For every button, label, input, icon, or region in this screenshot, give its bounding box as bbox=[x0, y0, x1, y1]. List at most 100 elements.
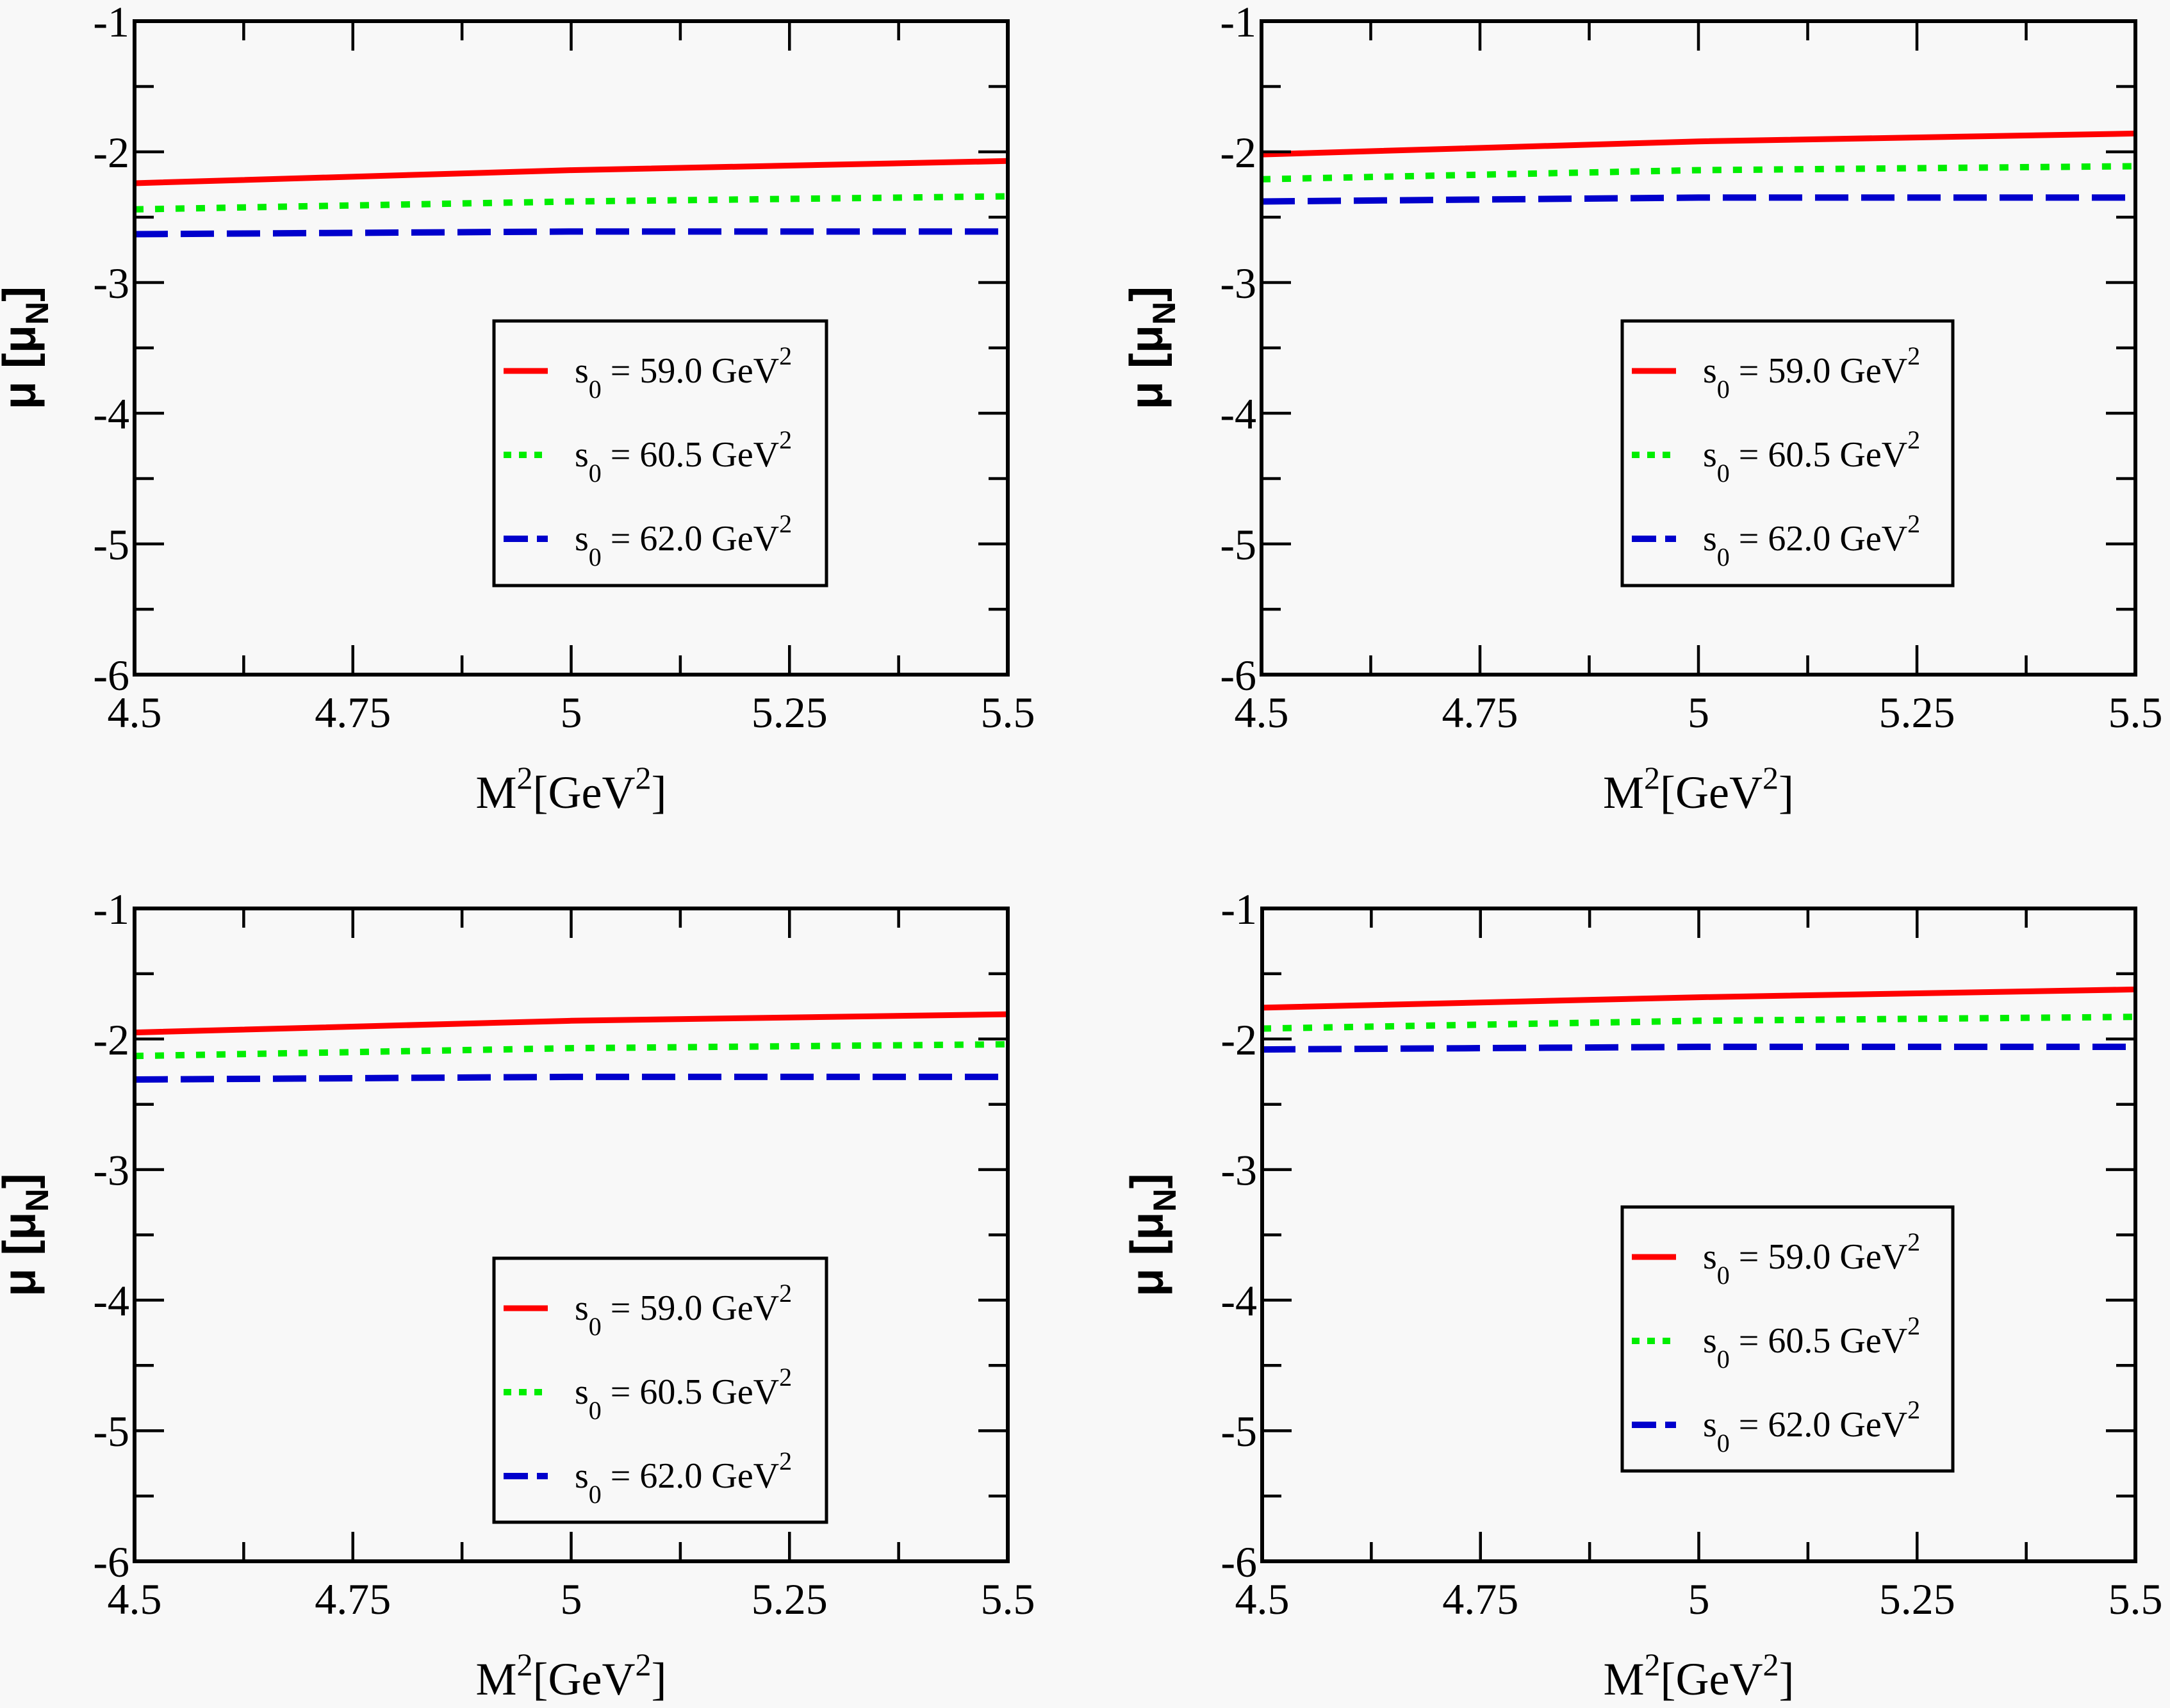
legend-label-s: s bbox=[575, 435, 589, 475]
y-tick-label: -5 bbox=[1221, 1407, 1257, 1456]
x-tick-label: 5.5 bbox=[2108, 1575, 2163, 1623]
legend-label-s: s bbox=[1703, 1237, 1717, 1277]
x-axis-title-mid: [GeV bbox=[1661, 1654, 1763, 1705]
y-axis-title-base: μ [μ bbox=[1122, 1212, 1173, 1297]
x-tick-label: 5 bbox=[1688, 1575, 1710, 1623]
series-line-s0-59-0 bbox=[134, 1011, 1008, 1036]
series-lines bbox=[1261, 130, 2136, 205]
legend-label: s0 = 60.5 GeV2 bbox=[575, 425, 792, 488]
x-tick-label: 5.25 bbox=[752, 1575, 828, 1623]
y-axis-title: μ [μN] bbox=[1121, 286, 1182, 409]
legend-item: s0 = 60.5 GeV2 bbox=[1632, 425, 1920, 488]
legend-label-sub: 0 bbox=[589, 459, 602, 488]
legend-label-sub: 0 bbox=[1717, 543, 1730, 571]
y-axis-title-sub: N bbox=[1147, 1188, 1183, 1211]
x-axis-title: M2[GeV2] bbox=[476, 760, 667, 818]
legend-label-sub: 0 bbox=[1717, 1345, 1730, 1374]
x-tick-label: 4.75 bbox=[1442, 688, 1518, 737]
legend-item: s0 = 62.0 GeV2 bbox=[1632, 1395, 1920, 1458]
legend-label-sub: 0 bbox=[589, 375, 602, 404]
y-axis-title-base: μ [μ bbox=[0, 325, 45, 409]
y-axis-title-end: ] bbox=[0, 1173, 45, 1188]
legend-label-value: = 59.0 GeV bbox=[1730, 351, 1907, 391]
legend-label-value: = 62.0 GeV bbox=[1730, 1405, 1907, 1445]
legend-label-sup: 2 bbox=[1907, 1311, 1920, 1340]
legend-label: s0 = 62.0 GeV2 bbox=[575, 509, 792, 571]
x-axis-title-base: M bbox=[476, 767, 517, 818]
x-tick-label: 5.25 bbox=[1879, 1575, 1955, 1623]
y-tick-label: -2 bbox=[93, 128, 129, 177]
legend-label: s0 = 62.0 GeV2 bbox=[1703, 1395, 1920, 1458]
y-tick-label: -3 bbox=[1221, 1146, 1257, 1195]
legend-label-sub: 0 bbox=[589, 1396, 602, 1425]
series-line-s0-60-5 bbox=[1261, 163, 2136, 183]
legend-item: s0 = 59.0 GeV2 bbox=[504, 341, 792, 404]
legend-label-value: = 62.0 GeV bbox=[602, 1456, 779, 1496]
legend-label: s0 = 60.5 GeV2 bbox=[1703, 1311, 1920, 1374]
x-axis-title-mid: [GeV bbox=[1660, 767, 1763, 818]
legend-label-value: = 62.0 GeV bbox=[602, 519, 779, 559]
y-axis-title-sub: N bbox=[19, 1188, 55, 1211]
legend-item: s0 = 59.0 GeV2 bbox=[1632, 1228, 1920, 1290]
legend-label-sub: 0 bbox=[1717, 375, 1730, 404]
legend-label-value: = 60.5 GeV bbox=[602, 1372, 779, 1412]
x-axis-title-mid: [GeV bbox=[533, 767, 636, 818]
x-axis-title-mid: [GeV bbox=[533, 1654, 636, 1705]
y-axis-title-sub: N bbox=[19, 302, 55, 325]
legend-label-sup: 2 bbox=[1907, 341, 1920, 370]
y-axis: -6 -5 -4 -3 -2 -1 bbox=[93, 0, 1008, 700]
x-tick-label: 5.5 bbox=[981, 1575, 1035, 1623]
legend-label: s0 = 62.0 GeV2 bbox=[1703, 509, 1920, 571]
legend-label: s0 = 59.0 GeV2 bbox=[575, 341, 792, 404]
y-tick-label: -2 bbox=[1220, 128, 1256, 177]
legend-label-sup: 2 bbox=[779, 509, 792, 538]
x-axis-title-base: M bbox=[1604, 1654, 1645, 1705]
y-axis-title: μ [μN] bbox=[1122, 1173, 1183, 1296]
y-tick-label: -4 bbox=[1221, 1276, 1257, 1325]
series-line-s0-60-5 bbox=[134, 193, 1008, 213]
y-tick-label: -1 bbox=[93, 885, 129, 933]
legend-label-value: = 60.5 GeV bbox=[602, 435, 779, 475]
x-axis-title-sup2: 2 bbox=[1763, 1646, 1779, 1682]
x-tick-label: 5.5 bbox=[981, 688, 1035, 737]
x-axis-title-base: M bbox=[476, 1654, 517, 1705]
legend-item: s0 = 60.5 GeV2 bbox=[504, 1363, 792, 1425]
y-tick-label: -6 bbox=[1221, 1538, 1257, 1586]
chart-panel-bottom-right: 4.5 4.75 5 5.25 5.5-6-5-4-3-2-1M2[GeV2]μ [μN… bbox=[1122, 885, 2163, 1705]
x-axis-title-sup2: 2 bbox=[1763, 760, 1779, 796]
legend-label-sub: 0 bbox=[1717, 459, 1730, 488]
x-axis: 4.5 4.75 5 5.25 5.5 bbox=[108, 908, 1035, 1623]
legend-box bbox=[1620, 319, 1955, 587]
x-tick-label: 5.25 bbox=[1879, 688, 1955, 737]
legend-label-value: = 60.5 GeV bbox=[1730, 435, 1907, 475]
legend-label-value: = 59.0 GeV bbox=[602, 1288, 779, 1328]
legend-label: s0 = 60.5 GeV2 bbox=[575, 1363, 792, 1425]
y-tick-label: -1 bbox=[93, 0, 129, 46]
y-tick-label: -5 bbox=[93, 520, 129, 569]
x-tick-label: 4.5 bbox=[108, 688, 162, 737]
x-tick-label: 4.5 bbox=[108, 1575, 162, 1623]
x-axis-title: M2[GeV2] bbox=[1603, 760, 1794, 818]
x-tick-label: 5.25 bbox=[752, 688, 828, 737]
chart-panel-top-right: 4.5 4.75 5 5.25 5.5-6-5-4-3-2-1M2[GeV2]μ [μN… bbox=[1121, 0, 2163, 818]
legend-label-s: s bbox=[1703, 519, 1717, 559]
legend-label-sup: 2 bbox=[1907, 1228, 1920, 1256]
y-tick-label: -4 bbox=[93, 1276, 129, 1325]
series-line-s0-60-5 bbox=[134, 1041, 1008, 1060]
x-tick-label: 5 bbox=[561, 688, 582, 737]
legend-label-value: = 59.0 GeV bbox=[602, 351, 779, 391]
legend-label: s0 = 59.0 GeV2 bbox=[1703, 1228, 1920, 1290]
legend-item: s0 = 60.5 GeV2 bbox=[504, 425, 792, 488]
y-tick-label: -3 bbox=[1220, 259, 1256, 308]
legend-label-value: = 59.0 GeV bbox=[1730, 1237, 1907, 1277]
x-axis-title-end: ] bbox=[1779, 1654, 1794, 1705]
y-axis-title-base: μ [μ bbox=[1121, 325, 1172, 409]
x-axis-title-sup1: 2 bbox=[1645, 1646, 1661, 1682]
y-tick-label: -6 bbox=[93, 1538, 129, 1586]
y-axis-title-sub: N bbox=[1146, 302, 1182, 325]
legend-label-s: s bbox=[575, 1288, 589, 1328]
